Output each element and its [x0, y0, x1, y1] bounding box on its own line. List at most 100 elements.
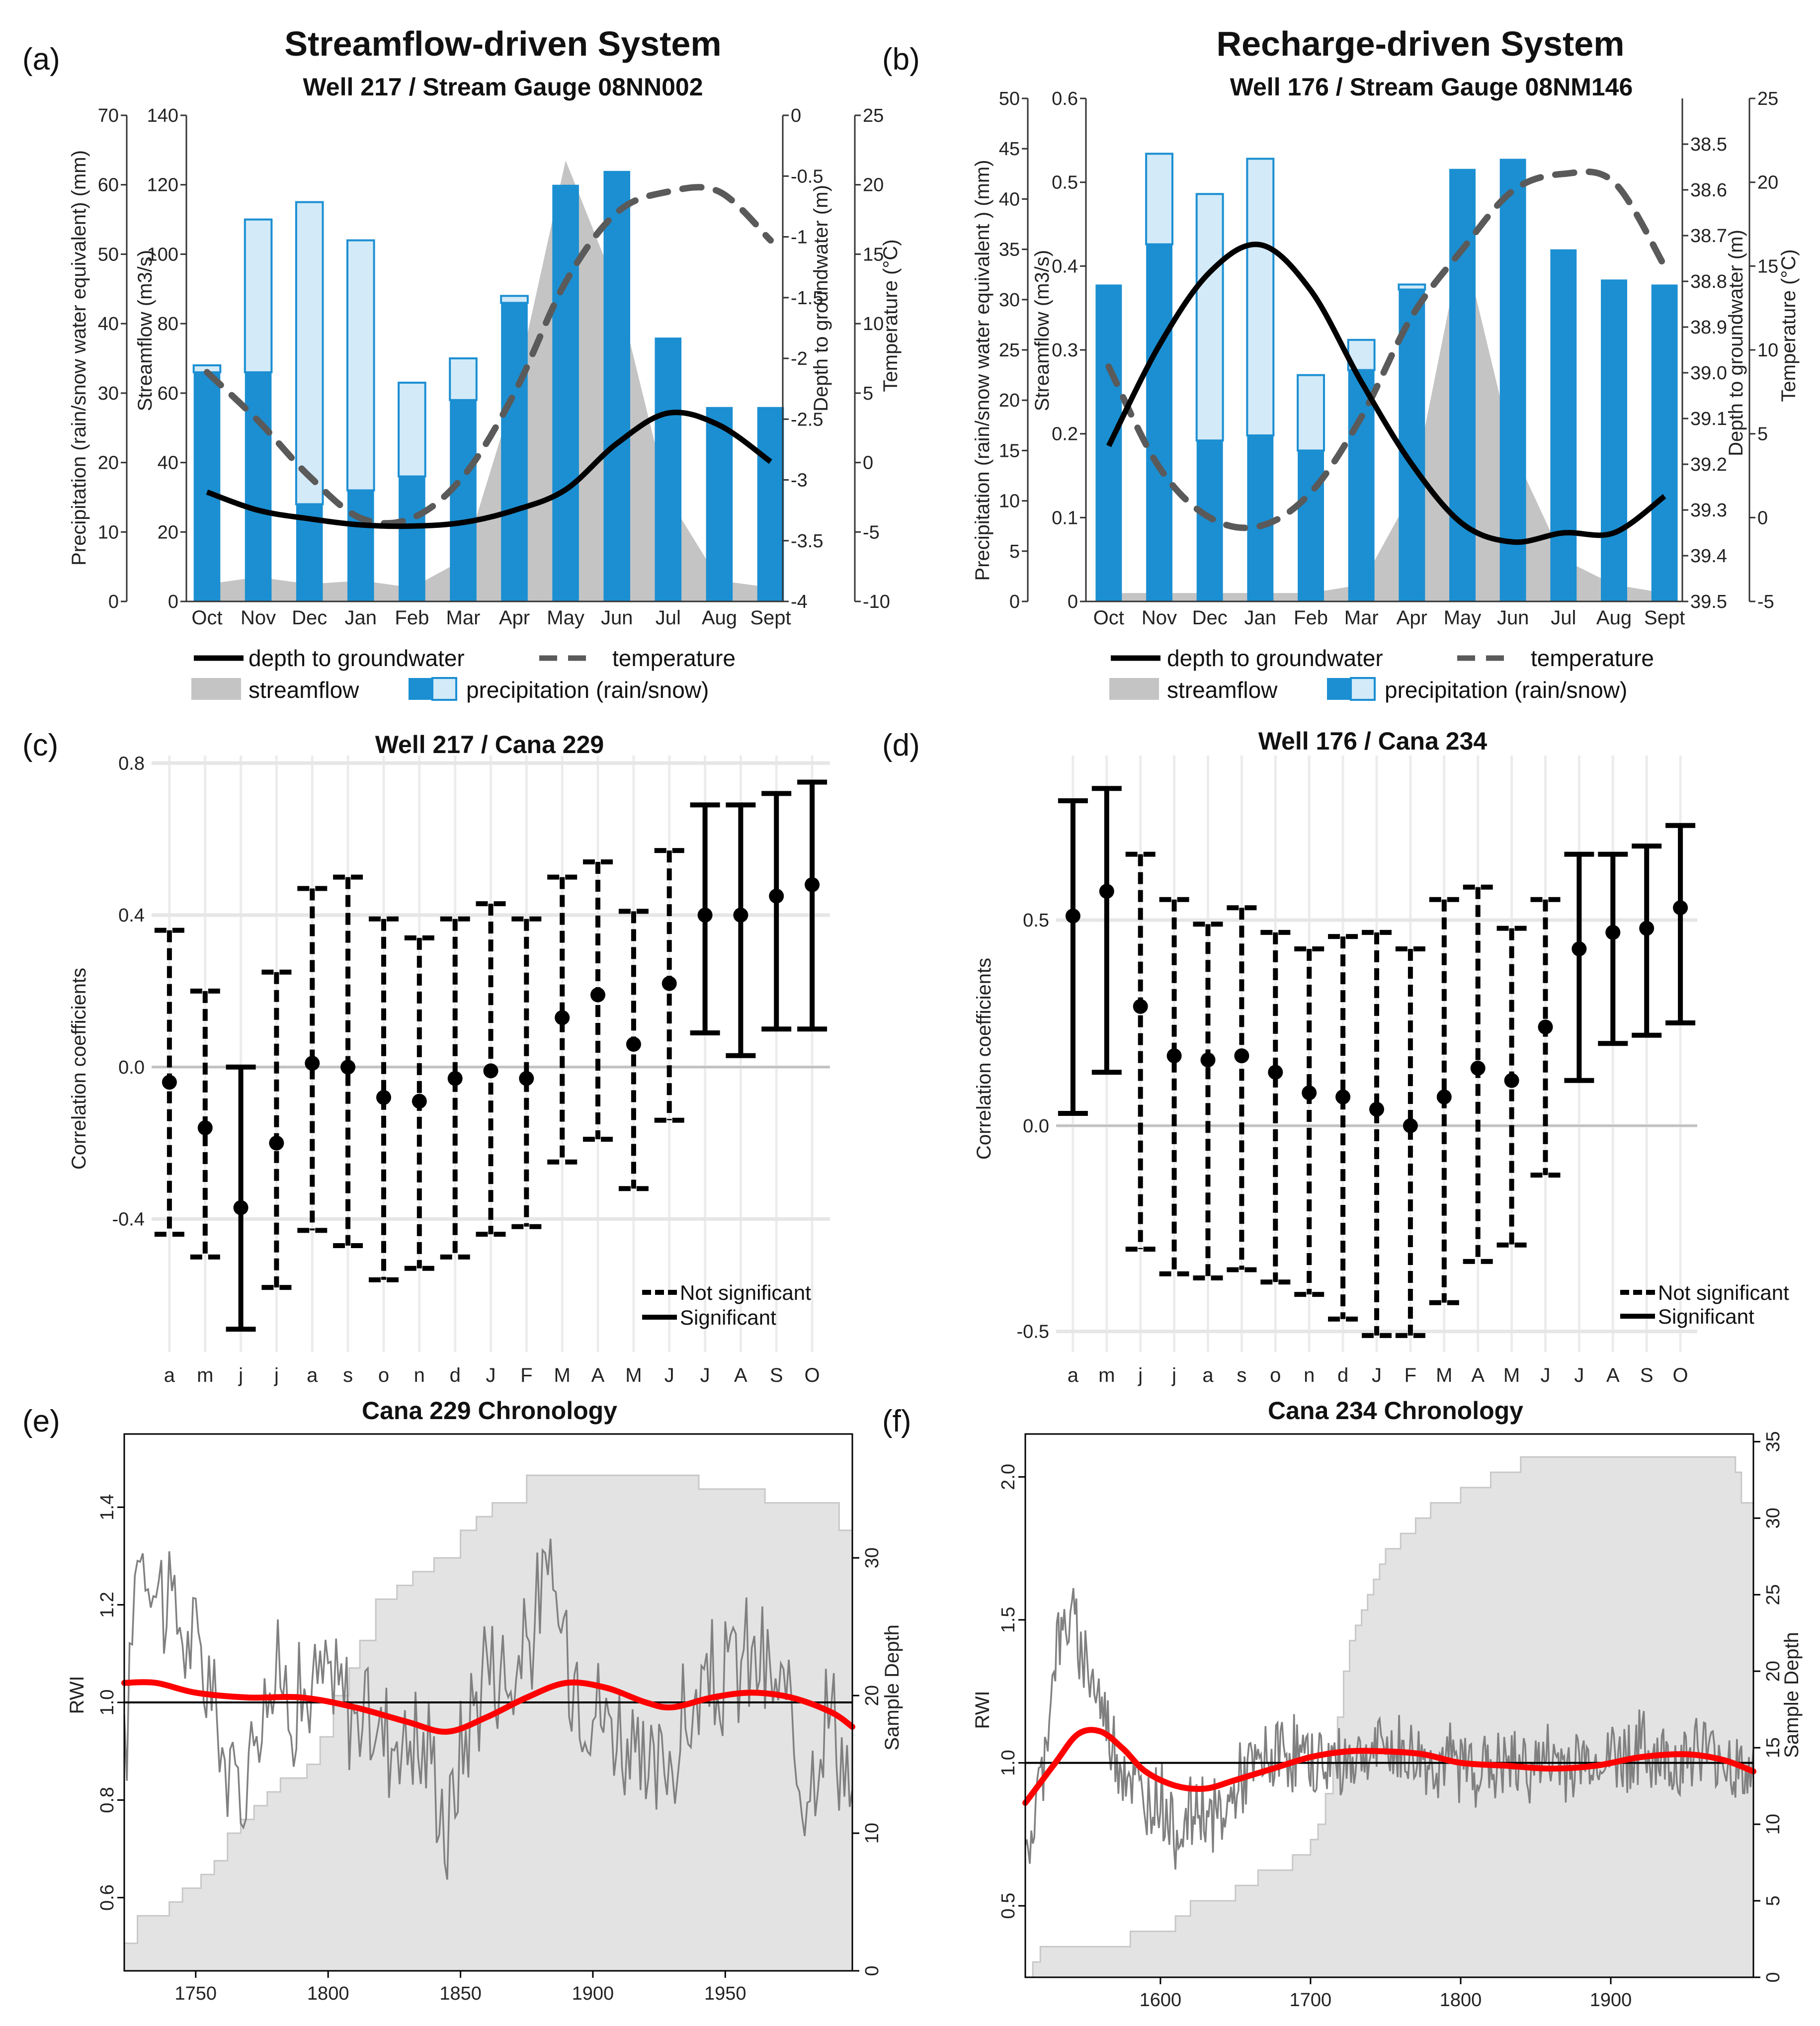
climate-axis-titles: Precipitation (rain/snow water equivalen…	[68, 150, 1800, 581]
depth-yticklabel-f-3: 15	[1763, 1737, 1784, 1758]
precip-axis-b-ticklabel-10: 50	[999, 88, 1020, 109]
rwi-yticklabel-e-2: 1.0	[97, 1689, 118, 1716]
panel-e-ylabel: RWI	[66, 1676, 88, 1714]
temperature-axis-b-ticklabel-3: 10	[1757, 340, 1778, 361]
year-ticklabel-e-0: 1750	[175, 1983, 217, 2004]
chronology-plot-f: 0.5 1.0 1.5 2.0 0 5 10 15 20 25 30 35 1600 1700 1800 19…	[998, 1431, 1784, 2011]
month-tick-b-Jan: Jan	[1244, 607, 1277, 629]
depth-axis-a-ticklabel-0: 0	[791, 105, 801, 126]
corr-legend-d: Not significant Significant	[1620, 1281, 1789, 1328]
streamflow-axis-b-ticklabel-6: 0.6	[1052, 88, 1078, 109]
rain-bar-b-May	[1449, 169, 1476, 601]
legend-precip-label-b: precipitation (rain/snow)	[1385, 677, 1627, 703]
panel-a-streamflow-label: Streamflow (m3/s)	[134, 250, 156, 412]
corr-point-d-15	[1572, 941, 1587, 956]
year-ticklabel-f-0: 1600	[1140, 1990, 1182, 2011]
corr-point-d-0	[1065, 908, 1080, 924]
corr-point-c-16	[733, 908, 748, 923]
depth-line-a	[206, 410, 772, 529]
temperature-axis-b-ticklabel-4: 15	[1757, 256, 1778, 277]
corr-point-d-9	[1369, 1101, 1384, 1117]
corr-xtick-d-18: O	[1673, 1364, 1688, 1386]
year-ticklabel-e-4: 1950	[704, 1983, 746, 2004]
month-tick-a-Sept: Sept	[750, 607, 791, 629]
corr-xtick-c-15: J	[700, 1364, 710, 1386]
precip-axis-a-ticklabel-2: 20	[98, 453, 119, 474]
rain-bar-b-Aug	[1601, 279, 1627, 601]
panel-a-temperature-label: Temperature (°C)	[880, 239, 902, 392]
panel-d-title: Well 176 / Cana 234	[1258, 727, 1488, 755]
legend-streamflow-swatch-b	[1109, 678, 1159, 700]
streamflow-axis-b-ticklabel-1: 0.1	[1052, 507, 1078, 528]
corr-point-c-18	[805, 877, 820, 892]
legend-temperature-label-b: temperature	[1531, 645, 1654, 671]
panel-c: (c) Well 217 / Cana 229 Correlation coef…	[22, 728, 830, 1386]
depth-axis-b-ticklabel-8: 39.3	[1690, 500, 1727, 521]
month-tick-b-Mar: Mar	[1344, 607, 1379, 629]
streamflow-axis-b-ticklabel-2: 0.2	[1052, 424, 1078, 445]
corr-point-c-2	[233, 1200, 248, 1215]
rain-bar-a-Jul	[655, 338, 682, 601]
rain-bar-a-Feb	[399, 476, 425, 601]
corr-xtick-d-15: J	[1574, 1364, 1584, 1386]
corr-xtick-d-10: F	[1405, 1364, 1416, 1386]
corr-point-c-5	[340, 1059, 356, 1075]
legend-snow-swatch-b	[1350, 677, 1376, 701]
legend-temperature-label-a: temperature	[612, 645, 736, 671]
temperature-axis-a-ticklabel-2: 0	[863, 453, 873, 474]
corr-ytick-c-2: 0.4	[118, 905, 145, 926]
corr-point-d-12	[1470, 1061, 1486, 1076]
precip-axis-b-ticklabel-7: 35	[999, 240, 1020, 260]
spline-line-e	[121, 1679, 855, 1735]
rwi-line-e	[123, 1538, 853, 1880]
precip-axis-b-ticklabel-1: 5	[1009, 541, 1020, 562]
panel-a: (a) Streamflow-driven System Well 217 / …	[22, 24, 890, 703]
rain-bar-a-Jan	[347, 490, 374, 601]
year-ticklabel-f-1: 1700	[1290, 1990, 1332, 2011]
corr-point-c-14	[662, 976, 677, 991]
depth-yticklabel-e-3: 30	[862, 1547, 883, 1568]
chronology-plot-e: 0.6 0.8 1.0 1.2 1.4 0 10 20 30 1750 1800 1850 1900 19…	[97, 1433, 883, 2004]
corr-xtick-c-0: a	[164, 1364, 175, 1386]
corr-point-c-17	[769, 888, 784, 904]
panel-a-title: Streamflow-driven System	[284, 24, 721, 63]
corr-xtick-d-12: A	[1471, 1364, 1485, 1386]
precip-axis-a-ticklabel-4: 40	[98, 314, 119, 335]
depth-line-b	[1106, 242, 1666, 545]
corr-xtick-d-5: s	[1237, 1364, 1246, 1386]
rain-bar-a-May	[552, 184, 579, 601]
depth-yticklabel-f-0: 0	[1763, 1972, 1784, 1982]
corr-xtick-d-11: M	[1436, 1364, 1452, 1386]
panel-b-subtitle: Well 176 / Stream Gauge 08NM146	[1230, 73, 1633, 101]
legend-snow-swatch-a	[431, 677, 457, 701]
corr-xtick-c-5: s	[343, 1364, 353, 1386]
corr-xtick-c-7: n	[414, 1364, 425, 1386]
corr-xtick-c-18: O	[805, 1364, 820, 1386]
corr-xtick-d-4: a	[1202, 1364, 1214, 1386]
month-tick-b-Feb: Feb	[1294, 607, 1328, 629]
temperature-axis-b-ticklabel-2: 5	[1757, 424, 1768, 445]
snow-bar-a-Apr	[500, 295, 529, 304]
streamflow-axis-a-ticklabel-7: 140	[147, 105, 178, 126]
year-ticklabel-f-2: 1800	[1440, 1990, 1482, 2011]
rain-bar-a-Nov	[245, 372, 272, 601]
corr-xtick-c-4: a	[307, 1364, 318, 1386]
streamflow-axis-b-ticklabel-0: 0	[1068, 591, 1078, 612]
snow-bar-a-Dec	[295, 201, 324, 506]
corr-xtick-d-6: o	[1270, 1364, 1281, 1386]
corr-point-c-15	[697, 908, 713, 923]
legend-sig-label-d: Significant	[1658, 1305, 1754, 1328]
legend-streamflow-label-b: streamflow	[1167, 677, 1278, 703]
snow-bar-b-Nov	[1145, 153, 1174, 246]
month-tick-a-Dec: Dec	[292, 607, 327, 629]
rain-bar-b-Jun	[1499, 159, 1526, 601]
streamflow-axis-a-ticklabel-1: 20	[158, 522, 178, 543]
corr-point-c-9	[483, 1063, 498, 1079]
month-tick-a-Oct: Oct	[191, 607, 222, 629]
rain-bar-a-Aug	[706, 407, 733, 601]
snow-bar-b-Feb	[1297, 374, 1325, 452]
corr-xtick-c-1: m	[197, 1364, 213, 1386]
depth-axis-a-ticklabel-3: -1.5	[791, 288, 823, 309]
panel-b-temperature-label: Temperature (°C)	[1778, 249, 1800, 402]
corr-point-c-6	[376, 1090, 391, 1105]
